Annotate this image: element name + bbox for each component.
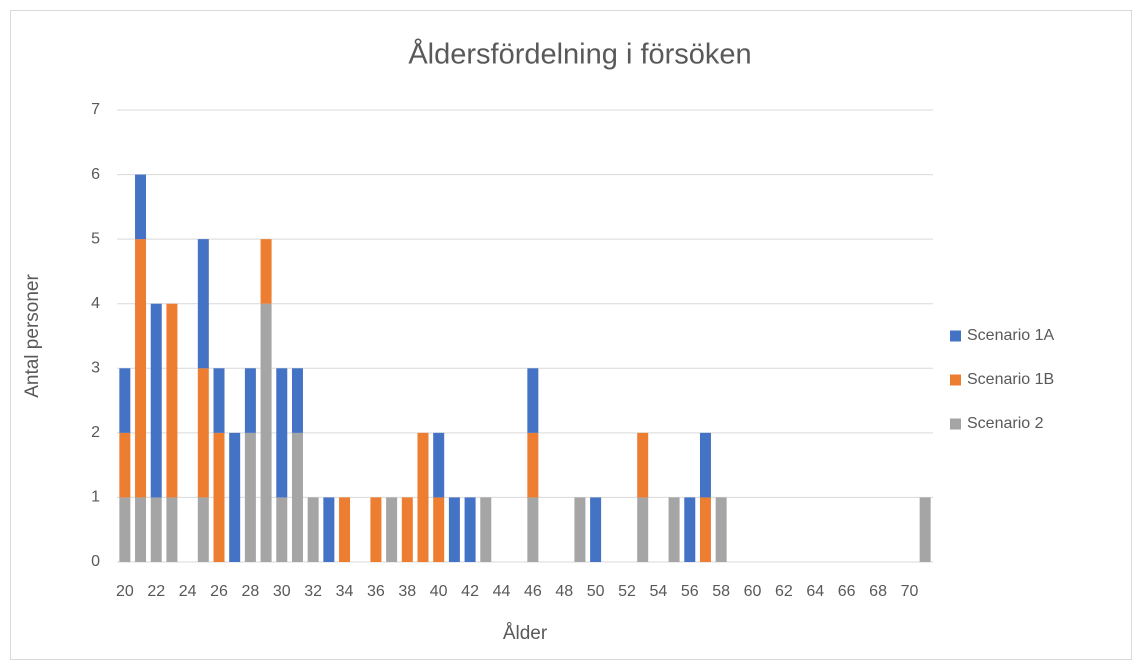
bar-segment [339,497,351,562]
bar-segment [699,432,711,498]
x-tick-label: 20 [116,583,134,600]
x-tick-label: 68 [869,583,887,600]
x-tick-label: 52 [618,583,636,600]
bar-segment [119,497,131,562]
bar-segment [150,497,162,562]
x-tick-label: 58 [712,583,730,600]
y-axis-label: Antal personer [22,274,43,398]
y-tick-label: 6 [91,166,100,183]
y-tick-label: 1 [91,489,100,506]
bar-segment [401,497,413,562]
legend-label: Scenario 1B [967,371,1054,388]
bar-segment [213,368,225,433]
bar-segment [307,497,319,562]
chart-border [10,10,1132,660]
bar-segment [260,239,272,304]
bar-segment [166,303,178,498]
y-tick-label: 5 [91,230,100,247]
bar-segment [197,368,209,498]
x-tick-label: 60 [744,583,762,600]
bar-segment [291,432,303,562]
bar-segment [276,497,288,562]
legend-label: Scenario 2 [967,415,1044,432]
bar-segment [637,432,649,498]
bar-segment [527,497,539,562]
bar-segment [433,432,445,498]
bar-segment [229,432,241,562]
bar-segment [276,368,288,498]
x-tick-label: 34 [336,583,354,600]
bar-segment [244,368,256,433]
bar-segment [291,368,303,433]
x-tick-label: 30 [273,583,291,600]
legend-swatch [950,418,961,430]
x-tick-label: 56 [681,583,699,600]
x-tick-label: 40 [430,583,448,600]
legend-swatch [950,330,961,342]
x-tick-label: 22 [147,583,165,600]
bar-segment [166,497,178,562]
bar-segment [386,497,398,562]
x-tick-label: 48 [555,583,573,600]
bar-segment [715,497,727,562]
x-tick-label: 24 [179,583,197,600]
x-tick-label: 50 [587,583,605,600]
bar-segment [370,497,382,562]
bar-segment [637,497,649,562]
x-tick-label: 62 [775,583,793,600]
x-tick-label: 64 [806,583,824,600]
bar-segment [197,497,209,562]
bar-segment [684,497,696,562]
x-tick-label: 38 [398,583,416,600]
bar-segment [527,368,539,433]
bar-segment [244,432,256,562]
bar-segment [135,497,147,562]
bar-segment [323,497,335,562]
legend-swatch [950,374,961,386]
bar-segment [150,303,162,498]
bar-segment [135,239,147,498]
x-tick-label: 44 [493,583,511,600]
bar-segment [699,497,711,562]
bar-segment [197,239,209,369]
bar-segment [433,497,445,562]
bar-segment [448,497,460,562]
x-tick-label: 42 [461,583,479,600]
y-tick-label: 3 [91,360,100,377]
y-tick-label: 7 [91,101,100,118]
x-tick-label: 54 [649,583,667,600]
bar-segment [590,497,602,562]
bar-segment [919,497,931,562]
x-tick-label: 70 [901,583,919,600]
y-tick-label: 4 [91,295,100,312]
y-tick-label: 2 [91,424,100,441]
bar-segment [668,497,680,562]
bar-segment [417,432,429,562]
legend-label: Scenario 1A [967,327,1054,344]
x-tick-label: 28 [241,583,259,600]
bar-segment [480,497,492,562]
bar-segment [527,432,539,498]
bar-segment [119,368,131,433]
x-tick-label: 66 [838,583,856,600]
x-axis-label: Ålder [503,623,548,644]
x-tick-label: 32 [304,583,322,600]
bar-segment [119,432,131,498]
bar-segment [260,303,272,562]
bar-segment [464,497,476,562]
y-tick-label: 0 [91,553,100,570]
chart-title: Åldersfördelning i försöken [408,38,751,71]
bar-segment [574,497,586,562]
bar-segment [135,174,147,240]
x-tick-label: 46 [524,583,542,600]
x-tick-label: 36 [367,583,385,600]
bar-segment [213,432,225,562]
x-tick-label: 26 [210,583,228,600]
